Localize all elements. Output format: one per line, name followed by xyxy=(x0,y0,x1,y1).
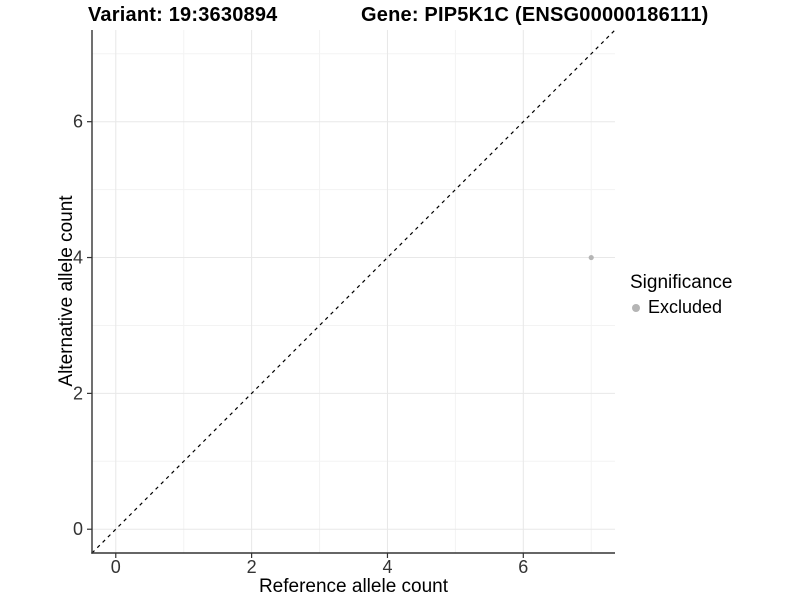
x-tick-label: 2 xyxy=(247,557,257,577)
identity-line xyxy=(91,29,616,554)
legend-title: Significance xyxy=(630,272,733,293)
data-point xyxy=(588,254,594,261)
legend-item-label: Excluded xyxy=(648,297,723,317)
plot-title-variant: Variant: 19:3630894 xyxy=(88,4,278,26)
x-tick-label: 6 xyxy=(518,557,528,577)
x-axis-title: Reference allele count xyxy=(258,576,449,597)
plot-title-gene: Gene: PIP5K1C (ENSG00000186111) xyxy=(361,4,709,26)
legend-item-excluded: Excluded xyxy=(630,297,732,318)
x-tick-label: 0 xyxy=(111,557,121,577)
legend: Significance Excluded xyxy=(630,272,732,318)
x-tick-label: 4 xyxy=(382,557,392,577)
legend-point-icon xyxy=(632,303,640,312)
y-tick-label: 4 xyxy=(73,248,83,268)
y-tick-label: 2 xyxy=(73,383,83,403)
y-axis-title: Alternative allele count xyxy=(56,195,77,387)
y-tick-label: 0 xyxy=(73,519,83,539)
y-tick-label: 6 xyxy=(73,112,83,132)
